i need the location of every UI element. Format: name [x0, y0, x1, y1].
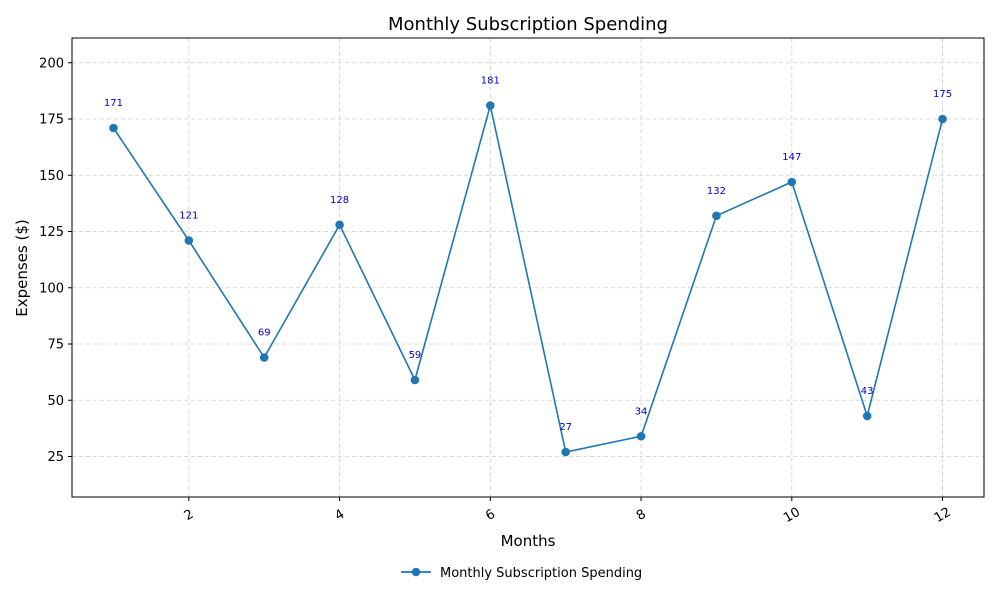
x-axis: 2 4 6 8 10 12 [182, 497, 954, 526]
data-point [109, 123, 118, 133]
data-label: 181 [481, 76, 500, 87]
data-label: 34 [635, 406, 648, 417]
data-label: 43 [861, 386, 874, 397]
data-label: 27 [559, 422, 572, 433]
y-tick-label: 50 [47, 394, 64, 409]
data-point [787, 177, 797, 187]
data-point [938, 114, 947, 124]
data-label: 128 [330, 195, 349, 206]
x-tick-label: 10 [781, 505, 803, 526]
data-point [410, 375, 420, 385]
data-label: 59 [409, 350, 422, 361]
series-line [112, 105, 944, 453]
x-tick-label: 4 [332, 507, 347, 524]
data-point [184, 236, 194, 245]
x-tick-label: 2 [182, 507, 197, 524]
chart-title: Monthly Subscription Spending [388, 14, 668, 35]
data-labels: 171 121 69 128 59 181 27 34 132 147 43 175 [104, 76, 952, 434]
data-label: 121 [179, 211, 198, 222]
y-tick-label: 75 [47, 338, 64, 353]
data-label: 171 [104, 98, 123, 109]
y-axis: 25 50 75 100 125 150 175 200 [39, 56, 72, 465]
data-label: 132 [707, 186, 726, 197]
x-tick-label: 6 [483, 507, 498, 524]
y-tick-label: 25 [47, 450, 64, 465]
data-label: 147 [782, 152, 801, 163]
y-tick-label: 150 [39, 169, 64, 184]
data-point [486, 101, 495, 110]
data-point [561, 447, 570, 457]
y-axis-title: Expenses ($) [13, 219, 31, 317]
plot-area [71, 37, 985, 498]
data-point [259, 353, 269, 362]
data-label: 175 [933, 89, 952, 100]
legend: Monthly Subscription Spending [401, 566, 642, 581]
x-tick-label: 8 [634, 507, 649, 524]
legend-label: Monthly Subscription Spending [440, 566, 642, 581]
x-tick-label: 12 [932, 505, 954, 526]
x-axis-title: Months [501, 532, 556, 550]
data-point [862, 411, 872, 421]
data-point [335, 220, 344, 230]
y-tick-label: 175 [39, 113, 64, 128]
y-tick-label: 125 [39, 225, 64, 240]
data-label: 69 [258, 328, 271, 339]
y-tick-label: 200 [39, 56, 64, 71]
legend-marker-swatch [411, 567, 421, 577]
y-tick-label: 100 [39, 281, 64, 296]
series-layer [109, 101, 947, 457]
data-point [636, 431, 646, 441]
grid [72, 38, 984, 497]
data-point [712, 211, 721, 221]
